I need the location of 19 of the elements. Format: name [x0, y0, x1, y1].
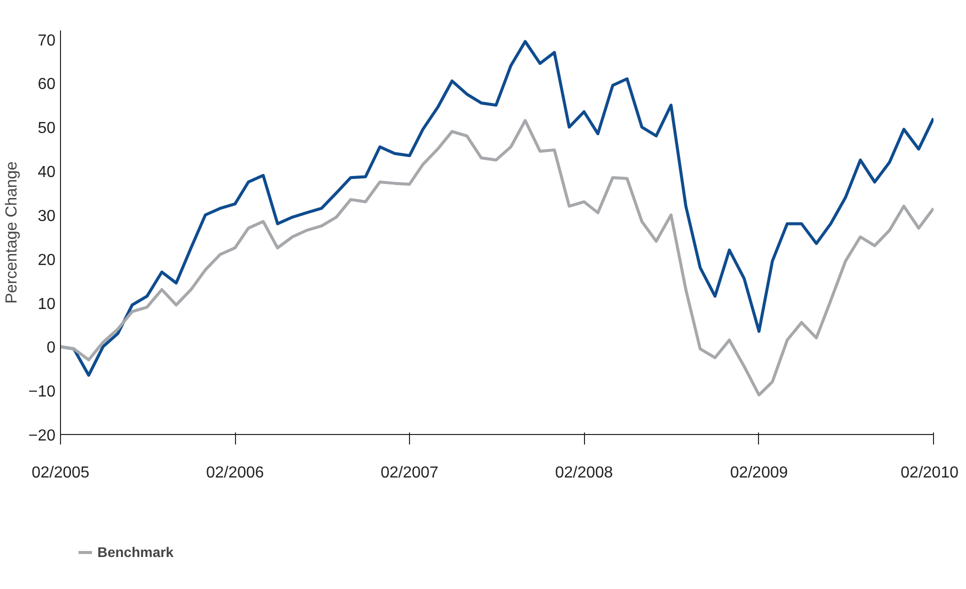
y-tick-label: −10	[28, 384, 56, 401]
y-tick-label: 50	[38, 120, 56, 138]
y-tick-label: −20	[28, 428, 56, 444]
x-tick-label: 02/2009	[730, 464, 788, 482]
y-axis-title: Percentage Change	[3, 161, 20, 304]
y-tick-label: 60	[38, 76, 56, 94]
y-tick-label: 0	[46, 340, 56, 357]
y-tick-label: 10	[38, 296, 56, 313]
x-tick-label: 02/2010	[900, 464, 959, 482]
y-tick-label: 70	[38, 32, 56, 50]
x-tick-label: 02/2006	[206, 464, 264, 482]
y-tick-label: 30	[38, 208, 56, 225]
legend-label: Benchmark	[97, 544, 174, 560]
x-tick-label: 02/2008	[555, 464, 614, 482]
x-tick-label: 02/2005	[32, 464, 90, 482]
line-series	[60, 119, 934, 396]
y-tick-label: 40	[38, 164, 56, 182]
x-tick-label: 02/2007	[380, 464, 439, 482]
y-tick-label: 20	[38, 252, 56, 269]
